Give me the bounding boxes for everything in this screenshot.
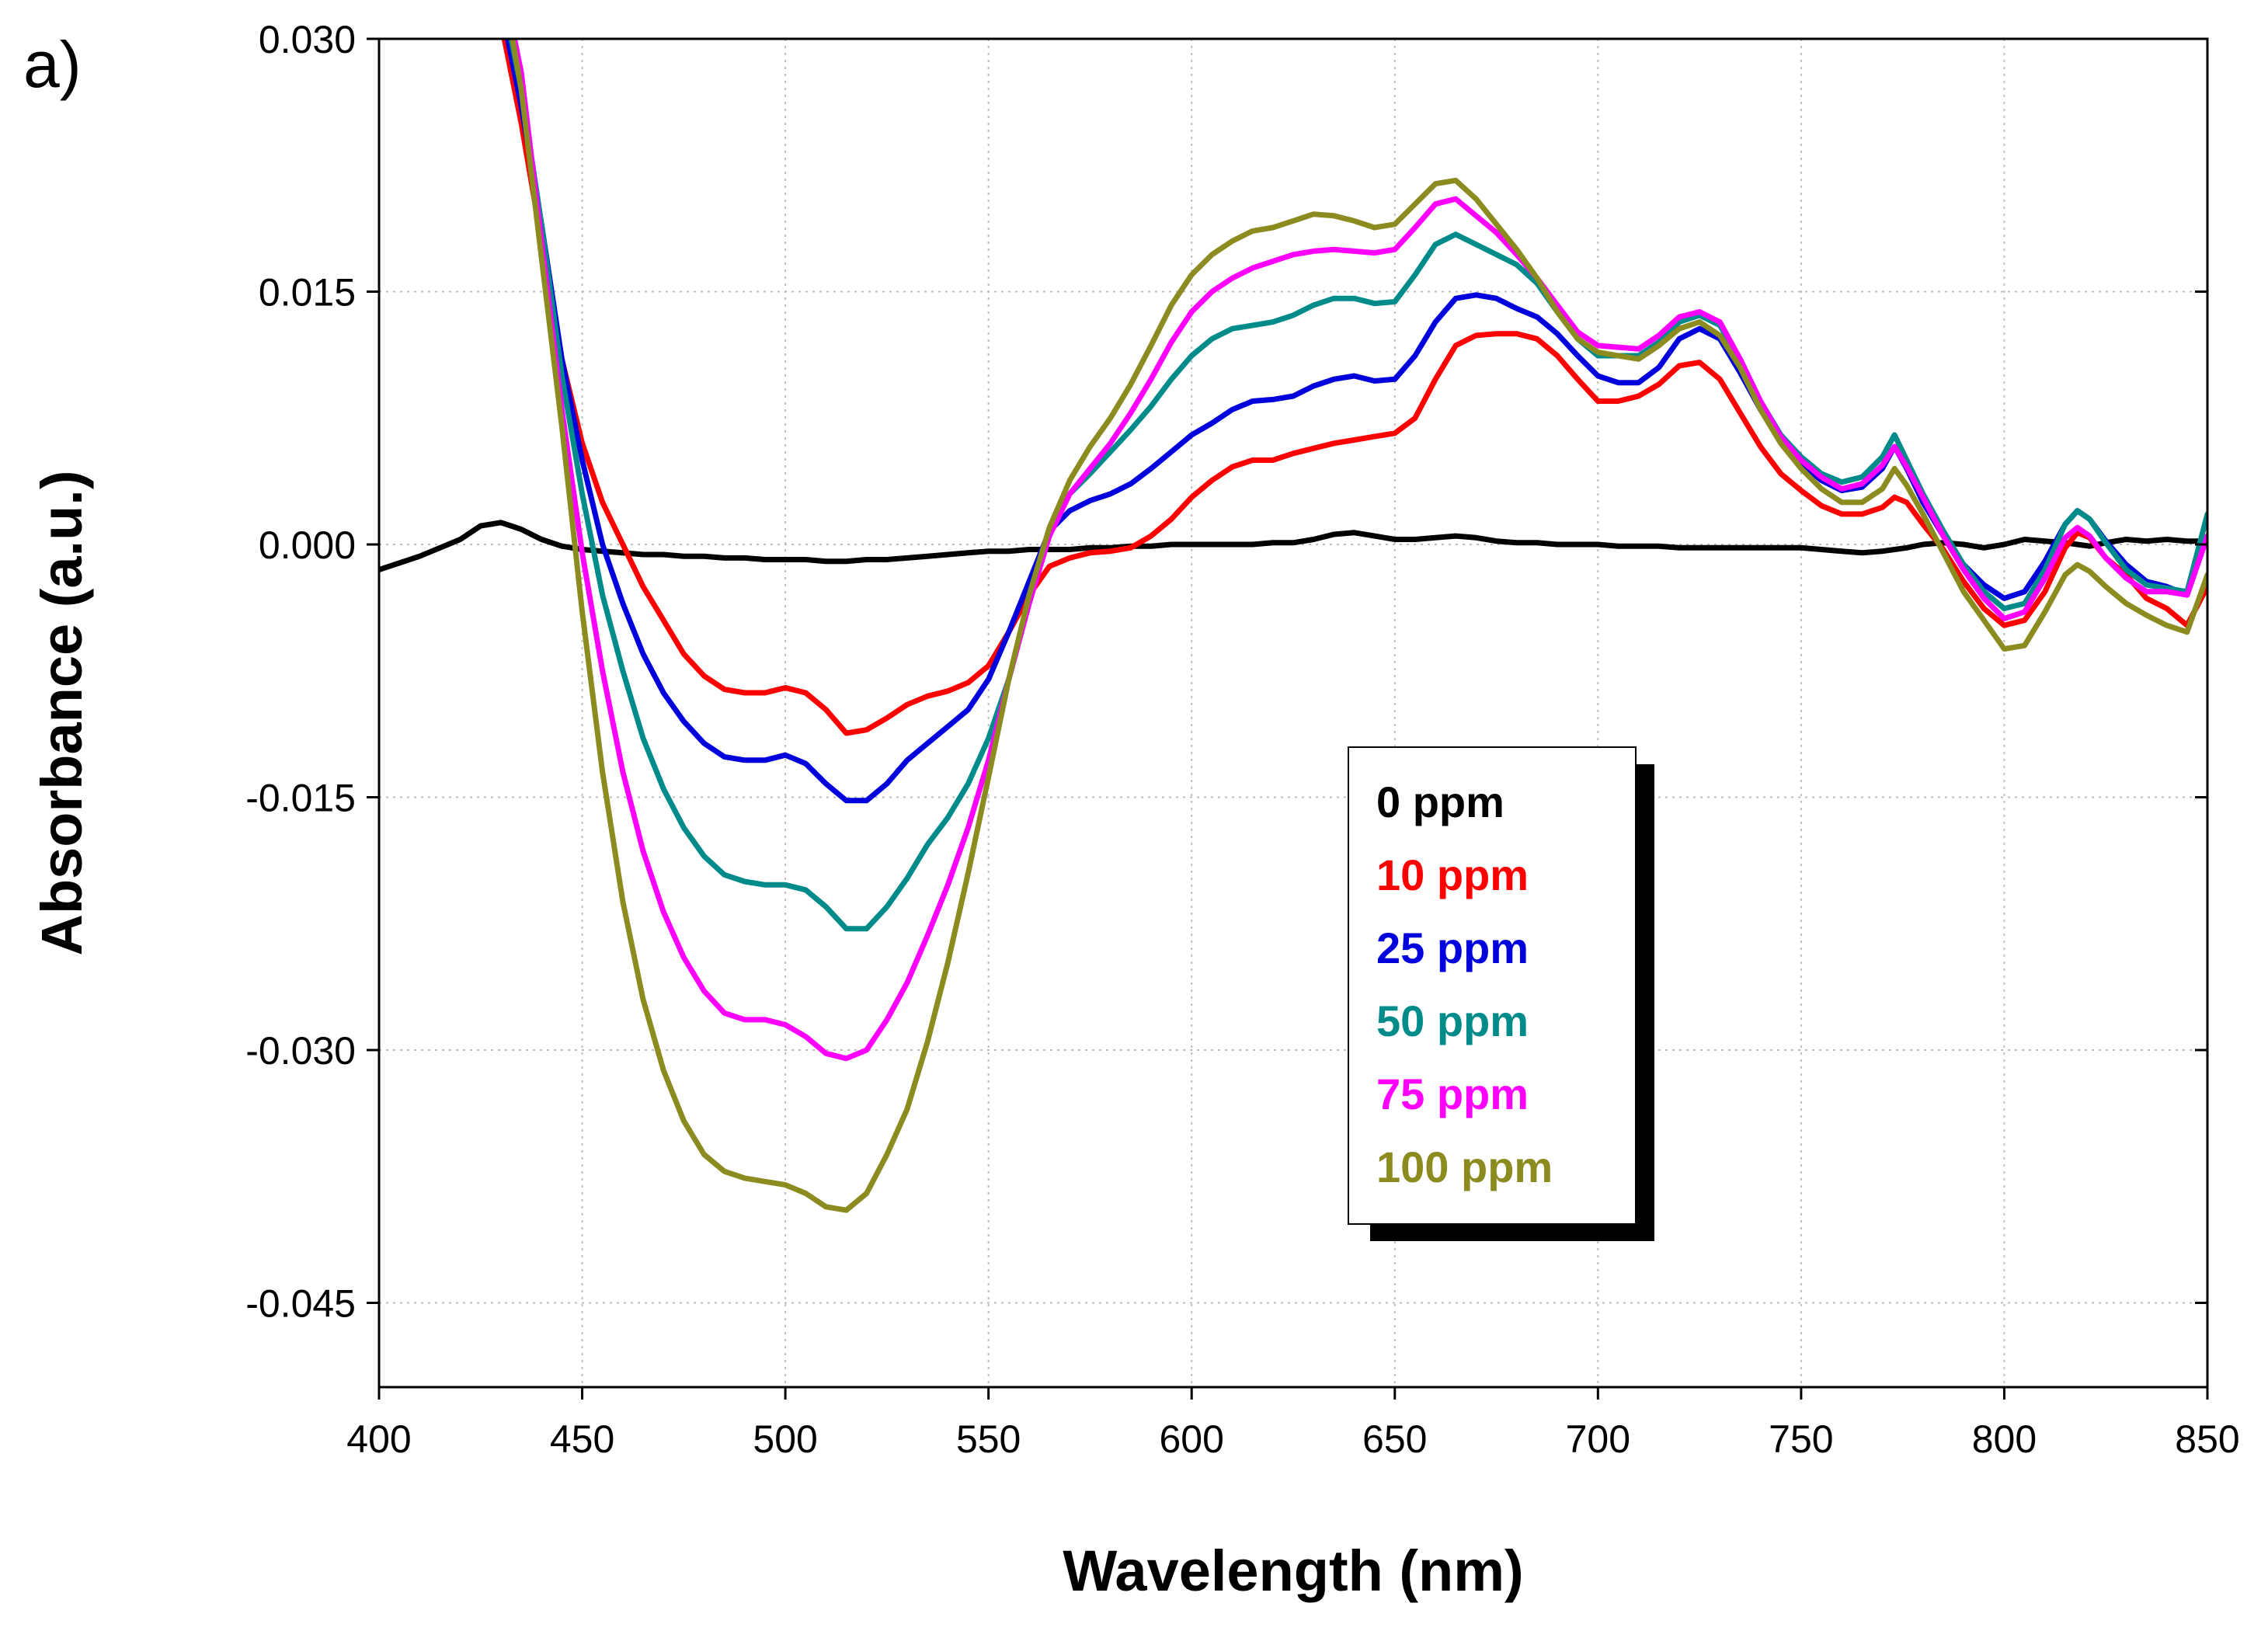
series-line-75-ppm (511, 39, 2207, 1062)
x-axis-title: Wavelength (nm) (1063, 1539, 1523, 1603)
x-tick-label: 550 (956, 1417, 1021, 1461)
legend-entry-0-ppm: 0 ppm (1376, 777, 1504, 826)
panel-label: a) (23, 28, 82, 101)
x-tick-label: 750 (1769, 1417, 1833, 1461)
legend: 0 ppm 10 ppm 25 ppm 50 ppm 75 ppm 100 ppm (1348, 746, 1654, 1241)
legend-entry-25-ppm: 25 ppm (1376, 923, 1529, 972)
legend-entries: 0 ppm 10 ppm 25 ppm 50 ppm 75 ppm 100 ppm (1376, 777, 1553, 1191)
y-tick-label: -0.030 (245, 1029, 356, 1073)
gridlines (379, 38, 2207, 1387)
series-line-0-ppm (379, 520, 2207, 572)
axis-ticks (367, 37, 2209, 1400)
x-tick-label: 800 (1972, 1417, 2037, 1461)
x-tick-label: 450 (550, 1417, 614, 1461)
series-line-10-ppm (501, 39, 2207, 736)
legend-box (1348, 746, 1637, 1225)
legend-entry-10-ppm: 10 ppm (1376, 850, 1529, 899)
y-tick-label: 0.030 (259, 18, 356, 61)
plot-frame (377, 37, 2209, 1389)
series-line-100-ppm (510, 39, 2207, 1213)
x-tick-label: 400 (346, 1417, 411, 1461)
y-tick-labels: 0.030 0.015 0.000 -0.015 -0.030 -0.045 (245, 18, 356, 1326)
legend-entry-100-ppm: 100 ppm (1376, 1142, 1553, 1191)
x-tick-label: 600 (1160, 1417, 1224, 1461)
x-tick-labels: 400 450 500 550 600 650 700 750 800 850 (346, 1417, 2239, 1461)
x-tick-label: 850 (2175, 1417, 2239, 1461)
y-tick-label: -0.045 (245, 1282, 356, 1326)
x-tick-label: 500 (753, 1417, 817, 1461)
legend-entry-50-ppm: 50 ppm (1376, 996, 1529, 1045)
series-lines (379, 39, 2207, 1213)
y-tick-label: 0.015 (259, 271, 356, 315)
y-axis-title: Absorbance (a.u.) (30, 471, 94, 956)
y-tick-label: 0.000 (259, 523, 356, 567)
x-tick-label: 650 (1362, 1417, 1427, 1461)
x-tick-label: 700 (1566, 1417, 1630, 1461)
legend-entry-75-ppm: 75 ppm (1376, 1069, 1529, 1118)
y-tick-label: -0.015 (245, 777, 356, 820)
